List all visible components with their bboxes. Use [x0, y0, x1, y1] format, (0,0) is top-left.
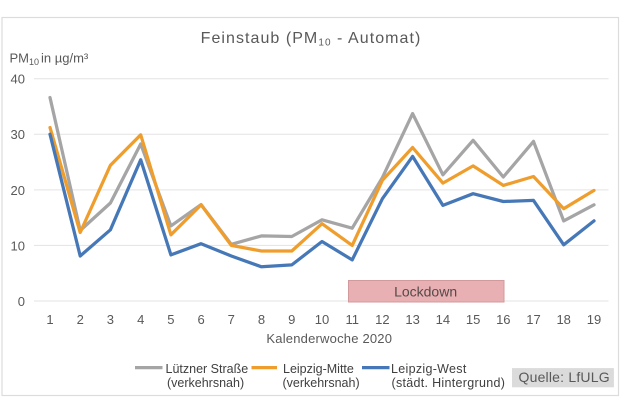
svg-text:Lockdown: Lockdown [394, 284, 457, 300]
svg-text:8: 8 [258, 312, 265, 327]
svg-text:Kalenderwoche 2020: Kalenderwoche 2020 [266, 331, 392, 346]
svg-text:7: 7 [228, 312, 235, 327]
svg-text:9: 9 [288, 312, 295, 327]
svg-text:18: 18 [556, 312, 570, 327]
svg-text:4: 4 [137, 312, 144, 327]
svg-text:5: 5 [167, 312, 174, 327]
svg-text:3: 3 [107, 312, 114, 327]
svg-text:(städt. Hintergrund): (städt. Hintergrund) [392, 376, 506, 390]
svg-text:2: 2 [77, 312, 84, 327]
svg-text:11: 11 [345, 312, 359, 327]
svg-text:10: 10 [11, 238, 25, 253]
svg-text:19: 19 [587, 312, 601, 327]
svg-text:0: 0 [18, 294, 25, 309]
svg-text:20: 20 [11, 183, 25, 198]
svg-text:12: 12 [375, 312, 389, 327]
svg-text:(verkehrsnah): (verkehrsnah) [283, 376, 360, 390]
svg-text:10: 10 [315, 312, 329, 327]
svg-text:15: 15 [466, 312, 480, 327]
svg-text:30: 30 [11, 127, 25, 142]
svg-text:Lützner Straße: Lützner Straße [166, 362, 249, 376]
svg-text:40: 40 [11, 72, 25, 87]
svg-text:Quelle: LfULG: Quelle: LfULG [519, 369, 610, 385]
svg-text:Leipzig-West: Leipzig-West [391, 362, 467, 376]
svg-text:Feinstaub (PM10 - Automat): Feinstaub (PM10 - Automat) [201, 30, 422, 49]
svg-text:17: 17 [526, 312, 540, 327]
svg-text:Leipzig-Mitte: Leipzig-Mitte [283, 362, 354, 376]
svg-text:13: 13 [405, 312, 419, 327]
svg-text:14: 14 [436, 312, 450, 327]
svg-text:(verkehrsnah): (verkehrsnah) [167, 376, 244, 390]
svg-text:16: 16 [496, 312, 510, 327]
svg-text:6: 6 [197, 312, 204, 327]
svg-text:1: 1 [46, 312, 53, 327]
